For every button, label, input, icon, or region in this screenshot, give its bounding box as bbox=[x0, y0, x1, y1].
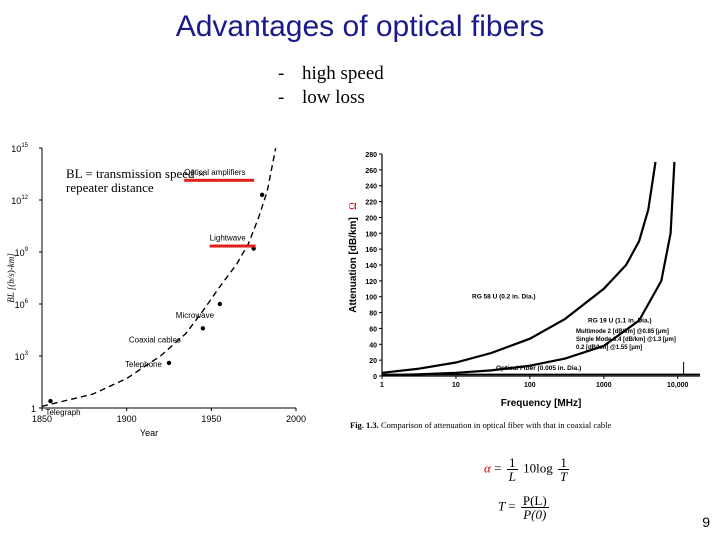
y-tick-label: 80 bbox=[369, 311, 377, 318]
formula-equals: = bbox=[494, 460, 502, 476]
milestone-label: Telephone bbox=[125, 360, 162, 369]
bullet-dash: - bbox=[278, 87, 285, 108]
formula-t-line: T = P(L) P(0) bbox=[498, 494, 551, 521]
y-tick-exponent: 15 bbox=[21, 143, 28, 149]
x-tick-label: 1950 bbox=[201, 414, 221, 424]
series-label: Optical Fiber (0.005 in. Dia.) bbox=[496, 365, 581, 372]
series-label: RG 58 U (0.2 in. Dia.) bbox=[472, 294, 536, 301]
formula-numerator: P(L) bbox=[520, 493, 549, 508]
y-tick-label: 60 bbox=[369, 326, 377, 333]
y-tick-label: 1012 bbox=[11, 195, 28, 206]
figure-caption-number: Fig. 1.3. bbox=[350, 420, 381, 430]
milestone-point bbox=[166, 360, 172, 366]
bullet-item: - low loss bbox=[278, 86, 384, 110]
y-tick-label: 120 bbox=[365, 279, 377, 286]
y-tick-label: 100 bbox=[365, 295, 377, 302]
chart-annotation: repeater distance bbox=[66, 180, 154, 195]
y-axis-title: BL [(b/s)-km] bbox=[6, 253, 16, 303]
y-axis-omega: Ω bbox=[348, 202, 359, 209]
y-tick-label: 106 bbox=[15, 299, 29, 310]
bullet-text: high speed bbox=[302, 63, 384, 84]
figure-caption: Fig. 1.3. Comparison of attenuation in o… bbox=[350, 420, 612, 430]
x-tick-label: 1000 bbox=[596, 382, 612, 389]
attenuation-chart-svg: 0 20 40 60 80 100 120 140 160 180 200 220 240 260 280 1… bbox=[348, 152, 700, 430]
formula-denominator: T bbox=[560, 469, 568, 484]
x-tick-label: 10 bbox=[452, 382, 460, 389]
bullet-dash: - bbox=[278, 63, 285, 84]
y-tick-label: 180 bbox=[365, 231, 377, 238]
y-tick-label: 240 bbox=[365, 184, 377, 191]
fiber-note: 0.2 [dB/km] @1.55 [μm] bbox=[576, 345, 642, 351]
y-tick-label: 220 bbox=[365, 200, 377, 207]
fiber-note: Multimode 2 [dB/km] @0.85 [μm] bbox=[576, 329, 669, 335]
x-axis-title: Frequency [MHz] bbox=[501, 398, 582, 409]
bl-trend-curve bbox=[41, 147, 277, 407]
y-tick-label: 1015 bbox=[11, 143, 28, 154]
y-tick-exponent: 3 bbox=[25, 351, 29, 357]
milestone-label: Lightwave bbox=[210, 234, 247, 243]
milestone-label: Telegraph bbox=[45, 408, 80, 417]
fiber-note: Single Mode 0.4 [dB/km] @1.3 [μm] bbox=[576, 337, 676, 343]
formula-log: log bbox=[536, 460, 553, 476]
y-axis-title: Attenuation [dB/km] bbox=[348, 217, 359, 313]
y-tick-label: 200 bbox=[365, 215, 377, 222]
milestone-point bbox=[259, 192, 265, 197]
y-tick-label: 280 bbox=[365, 152, 377, 159]
highlight-bar bbox=[184, 178, 255, 182]
milestone-label: Microwave bbox=[176, 311, 215, 320]
milestone-label: Coaxial cables bbox=[129, 335, 181, 344]
formula-t-symbol: T bbox=[498, 498, 505, 514]
series-label: RG 19 U (1.1 in. Dia.) bbox=[588, 318, 652, 325]
y-tick-label: 20 bbox=[369, 358, 377, 365]
x-tick-label: 10,000 bbox=[667, 382, 689, 389]
milestone-point bbox=[48, 398, 53, 404]
y-tick-exponent: 6 bbox=[25, 299, 29, 305]
highlight-bar bbox=[209, 244, 256, 248]
y-tick-label: 1 bbox=[31, 404, 36, 414]
y-tick-label: 140 bbox=[365, 263, 377, 270]
formula-denominator: P(0) bbox=[523, 507, 547, 522]
milestone-point bbox=[200, 326, 206, 331]
attenuation-series-line bbox=[381, 161, 657, 374]
formula-denominator: L bbox=[508, 469, 516, 484]
formula-numerator: 1 bbox=[506, 456, 518, 470]
y-tick-label: 40 bbox=[369, 342, 377, 349]
x-tick-label: 1 bbox=[380, 382, 384, 389]
y-tick-label: 109 bbox=[15, 247, 29, 258]
formula-alpha: α bbox=[484, 460, 491, 476]
y-tick-label: 160 bbox=[365, 247, 377, 254]
x-tick-label: 1850 bbox=[32, 414, 52, 424]
y-tick-label: 0 bbox=[373, 374, 377, 381]
y-tick-label: 103 bbox=[15, 351, 29, 362]
figure-caption-text: Comparison of attenuation in optical fib… bbox=[381, 420, 612, 430]
attenuation-series-line bbox=[381, 161, 676, 377]
y-tick-exponent: 9 bbox=[25, 247, 29, 253]
formula-numerator: 1 bbox=[558, 456, 570, 470]
bullet-item: - high speed bbox=[278, 62, 384, 86]
formula-coefficient: 10 bbox=[523, 460, 537, 476]
bullet-list: - high speed - low loss bbox=[278, 62, 384, 110]
chart-annotation: BL = transmission speed × bbox=[66, 166, 205, 181]
slide-title: Advantages of optical fibers bbox=[175, 10, 545, 43]
x-tick-label: 2000 bbox=[286, 414, 306, 424]
y-tick-exponent: 12 bbox=[21, 195, 28, 201]
x-tick-label: 1900 bbox=[117, 414, 137, 424]
formula-equals: = bbox=[508, 498, 516, 514]
milestone-label: Optical amplifiers bbox=[184, 168, 245, 177]
y-tick-label: 260 bbox=[365, 168, 377, 175]
bullet-text: low loss bbox=[302, 87, 365, 108]
formula-fraction: P(L) P(0) bbox=[520, 493, 549, 522]
page-number: 9 bbox=[702, 514, 710, 530]
milestone-point bbox=[217, 301, 222, 307]
x-tick-label: 100 bbox=[524, 382, 536, 389]
x-axis-title: Year bbox=[140, 428, 158, 438]
